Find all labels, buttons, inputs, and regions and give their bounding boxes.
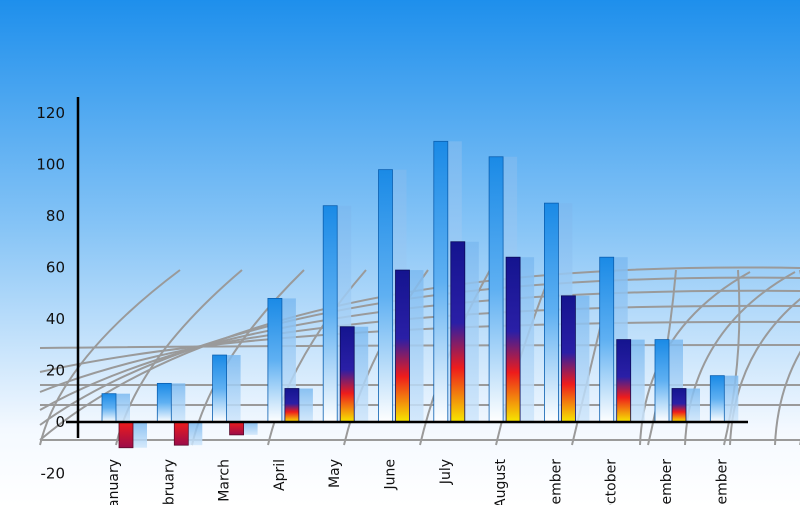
bar-series2-february bbox=[173, 421, 189, 446]
bar-shadow bbox=[188, 422, 203, 446]
bar-shadow bbox=[686, 388, 700, 422]
bar-series1-april bbox=[267, 297, 283, 423]
y-tick-label: 120 bbox=[36, 104, 65, 122]
bar-series1-november bbox=[654, 339, 670, 423]
bar-series2-august bbox=[505, 256, 521, 423]
bar-shadow bbox=[724, 375, 739, 422]
bar-shadow bbox=[116, 393, 130, 422]
bar-series2-january bbox=[118, 421, 134, 449]
x-tick-label: August bbox=[493, 458, 509, 505]
bar-shadow bbox=[575, 295, 590, 422]
x-tick-label: October bbox=[604, 459, 620, 505]
bar-series2-november bbox=[671, 388, 687, 423]
x-tick-label: June bbox=[383, 459, 399, 491]
x-tick-label: ember bbox=[548, 459, 564, 505]
x-tick-label: anuary bbox=[106, 459, 122, 505]
bar-series1-october bbox=[599, 256, 615, 423]
bar-series1-february bbox=[156, 382, 172, 423]
bar-series1-june bbox=[378, 169, 393, 423]
bar-shadow bbox=[520, 257, 535, 422]
y-tick-labels: -20 0 20 40 60 80 100 120 bbox=[36, 104, 65, 483]
x-tick-label: March bbox=[217, 459, 233, 502]
bar-shadow bbox=[226, 355, 241, 422]
x-tick-label: ebruary bbox=[161, 459, 177, 505]
y-tick-label: -20 bbox=[41, 465, 66, 483]
bar-shadow bbox=[464, 241, 479, 422]
y-tick-label: 80 bbox=[46, 207, 65, 225]
bar-series1-july bbox=[433, 140, 449, 423]
axes-layer bbox=[66, 97, 748, 438]
bar-series1-january bbox=[101, 393, 117, 423]
bar-series1-may bbox=[322, 205, 338, 423]
bar-series1-march bbox=[212, 354, 228, 423]
x-tick-label: April bbox=[272, 459, 288, 491]
y-tick-label: 100 bbox=[36, 156, 65, 174]
bar-series2-april bbox=[284, 388, 300, 423]
y-tick-label: 60 bbox=[46, 259, 65, 277]
bar-shadow bbox=[298, 388, 313, 422]
bar-series2-june bbox=[395, 269, 410, 423]
x-tick-label: cember bbox=[714, 459, 730, 505]
x-tick-label: May bbox=[327, 459, 343, 488]
x-tick-label: vember bbox=[659, 459, 675, 505]
bar-series2-july bbox=[450, 241, 466, 423]
bar-shadow bbox=[630, 339, 645, 422]
bar-series1-september bbox=[544, 202, 559, 423]
bar-series2-september bbox=[561, 295, 576, 423]
bar-shadow bbox=[354, 326, 369, 422]
bar-series1-december bbox=[709, 375, 725, 423]
grid-radial bbox=[39, 269, 181, 446]
bar-series2-october bbox=[616, 339, 632, 423]
grid-radial bbox=[723, 269, 741, 446]
x-tick-label: July bbox=[438, 459, 454, 485]
grid-radial bbox=[774, 350, 800, 446]
bar-shadow bbox=[409, 270, 424, 422]
bar-shadow bbox=[171, 383, 186, 422]
bar-series1-august bbox=[488, 156, 504, 423]
y-tick-label: 40 bbox=[46, 310, 65, 328]
bars-layer bbox=[101, 140, 739, 449]
y-tick-label: 0 bbox=[55, 413, 65, 431]
x-tick-labels: anuary ebruary March April May June July August… bbox=[106, 458, 730, 505]
bar-shadow bbox=[133, 422, 147, 448]
y-tick-label: 20 bbox=[46, 362, 65, 380]
bar-series2-march bbox=[229, 421, 245, 436]
bar-series2-may bbox=[339, 326, 355, 423]
bar-shadow bbox=[243, 422, 258, 435]
